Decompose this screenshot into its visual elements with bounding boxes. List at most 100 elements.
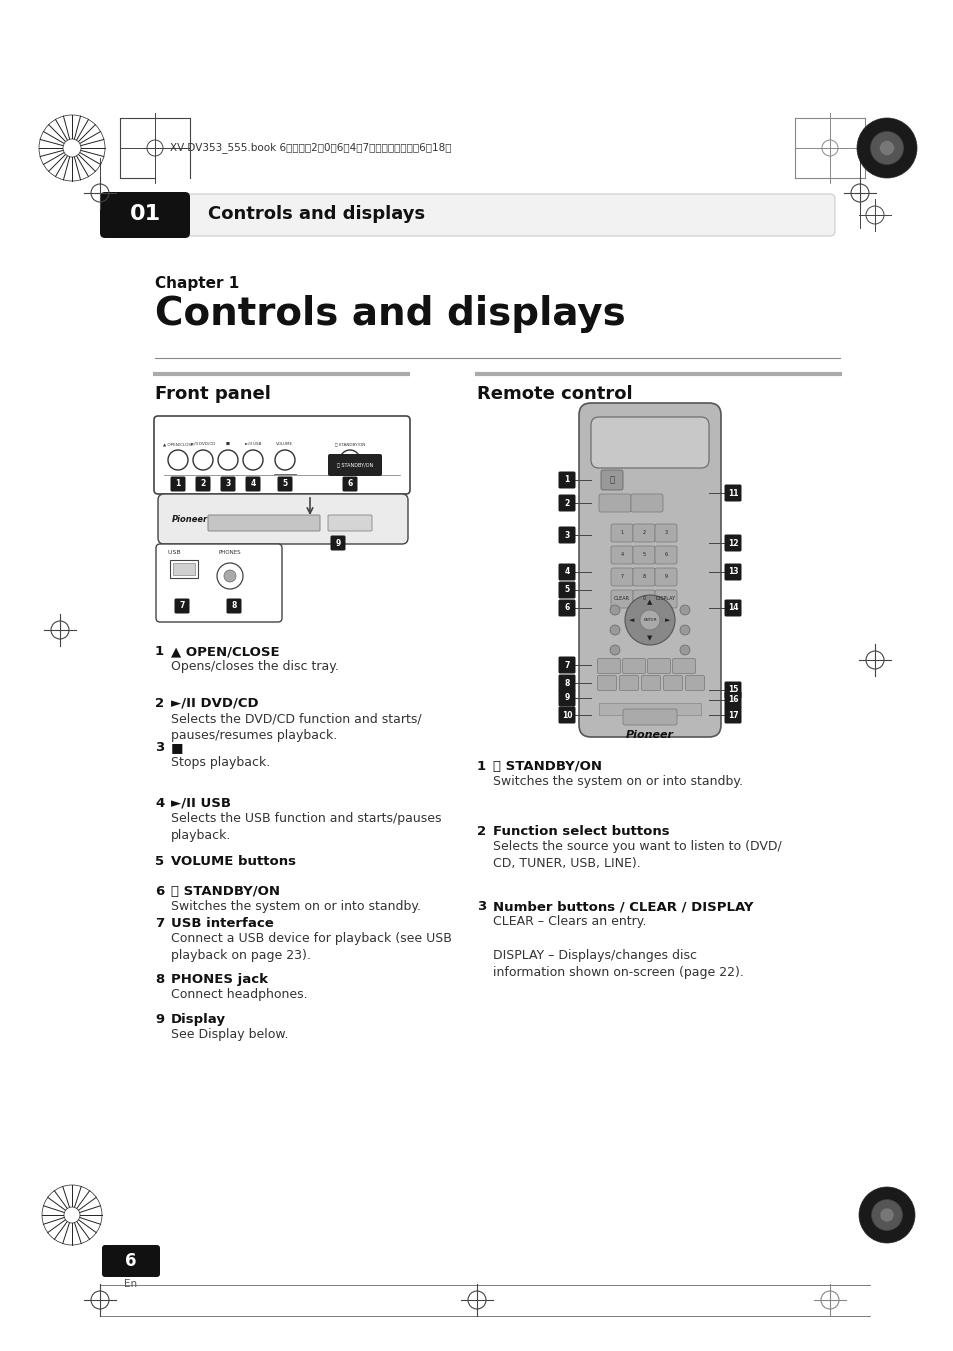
Circle shape	[224, 570, 235, 582]
FancyBboxPatch shape	[598, 494, 630, 512]
FancyBboxPatch shape	[640, 676, 659, 690]
FancyBboxPatch shape	[277, 477, 293, 492]
Text: Connect headphones.: Connect headphones.	[171, 988, 307, 1001]
FancyBboxPatch shape	[655, 546, 677, 563]
Circle shape	[64, 1206, 80, 1223]
FancyBboxPatch shape	[610, 546, 633, 563]
FancyBboxPatch shape	[342, 477, 357, 492]
FancyBboxPatch shape	[558, 707, 575, 724]
FancyBboxPatch shape	[672, 658, 695, 674]
FancyBboxPatch shape	[171, 477, 185, 492]
Text: 9: 9	[564, 693, 569, 703]
Text: 6: 6	[564, 604, 569, 612]
FancyBboxPatch shape	[622, 709, 677, 725]
Text: Stops playback.: Stops playback.	[171, 757, 270, 769]
FancyBboxPatch shape	[723, 563, 740, 581]
Text: ⏻ STANDBY/ON: ⏻ STANDBY/ON	[336, 462, 373, 467]
Text: 1: 1	[619, 531, 623, 535]
Text: ⏻ STANDBY/ON: ⏻ STANDBY/ON	[335, 442, 365, 446]
Text: 1: 1	[154, 644, 164, 658]
Text: USB: USB	[168, 550, 185, 555]
Text: Pioneer: Pioneer	[625, 730, 673, 740]
Text: See Display below.: See Display below.	[171, 1028, 288, 1042]
FancyBboxPatch shape	[723, 485, 740, 501]
Text: USB interface: USB interface	[171, 917, 274, 929]
FancyBboxPatch shape	[558, 494, 575, 512]
FancyBboxPatch shape	[100, 192, 190, 238]
FancyBboxPatch shape	[328, 454, 381, 476]
Text: 2: 2	[154, 697, 164, 711]
Text: ▲ OPEN/CLOSE: ▲ OPEN/CLOSE	[171, 644, 279, 658]
Text: 3: 3	[663, 531, 667, 535]
Text: 1: 1	[476, 761, 486, 773]
Text: 8: 8	[641, 574, 645, 580]
Text: 8: 8	[231, 601, 236, 611]
Text: ▼: ▼	[647, 635, 652, 640]
FancyBboxPatch shape	[655, 567, 677, 586]
FancyBboxPatch shape	[610, 567, 633, 586]
Text: PHONES jack: PHONES jack	[171, 973, 268, 986]
Circle shape	[858, 1188, 914, 1243]
FancyBboxPatch shape	[633, 546, 655, 563]
Text: Opens/closes the disc tray.: Opens/closes the disc tray.	[171, 661, 338, 673]
FancyBboxPatch shape	[185, 195, 834, 236]
Text: VOLUME: VOLUME	[276, 442, 294, 446]
Text: DISPLAY: DISPLAY	[656, 597, 676, 601]
Text: Chapter 1: Chapter 1	[154, 276, 239, 290]
Text: 9: 9	[154, 1013, 164, 1025]
Circle shape	[63, 139, 81, 157]
FancyBboxPatch shape	[208, 515, 319, 531]
Text: 5: 5	[282, 480, 287, 489]
Text: Display: Display	[171, 1013, 226, 1025]
Text: Switches the system on or into standby.: Switches the system on or into standby.	[493, 775, 742, 788]
Text: ►/II DVD/CD: ►/II DVD/CD	[191, 442, 215, 446]
Circle shape	[879, 1208, 893, 1223]
Text: 3: 3	[225, 480, 231, 489]
Text: 01: 01	[130, 204, 160, 224]
Text: 2: 2	[641, 531, 645, 535]
Text: Switches the system on or into standby.: Switches the system on or into standby.	[171, 900, 420, 913]
Text: ENTER: ENTER	[642, 617, 656, 621]
Text: 13: 13	[727, 567, 738, 577]
Text: 1: 1	[564, 476, 569, 485]
Text: Connect a USB device for playback (see USB
playback on page 23).: Connect a USB device for playback (see U…	[171, 932, 452, 962]
FancyBboxPatch shape	[600, 470, 622, 490]
FancyBboxPatch shape	[723, 535, 740, 551]
FancyBboxPatch shape	[558, 600, 575, 616]
Text: 9: 9	[664, 574, 667, 580]
Text: 11: 11	[727, 489, 738, 497]
Text: Number buttons / CLEAR / DISPLAY: Number buttons / CLEAR / DISPLAY	[493, 900, 753, 913]
FancyBboxPatch shape	[153, 416, 410, 494]
FancyBboxPatch shape	[723, 707, 740, 724]
Text: 4: 4	[619, 553, 623, 558]
FancyBboxPatch shape	[102, 1246, 160, 1277]
FancyBboxPatch shape	[633, 567, 655, 586]
FancyBboxPatch shape	[662, 676, 681, 690]
Text: 4: 4	[250, 480, 255, 489]
Text: 14: 14	[727, 604, 738, 612]
FancyBboxPatch shape	[633, 524, 655, 542]
Text: 10: 10	[561, 711, 572, 720]
Circle shape	[679, 644, 689, 655]
FancyBboxPatch shape	[174, 598, 190, 613]
Circle shape	[679, 605, 689, 615]
Text: En: En	[124, 1279, 137, 1289]
Text: XV-DV353_555.book 6ページ　2　0　6年4月7日　金曜日　午後6時18分: XV-DV353_555.book 6ページ 2 0 6年4月7日 金曜日 午後…	[170, 143, 451, 154]
Circle shape	[879, 141, 894, 155]
Text: 1: 1	[175, 480, 180, 489]
Text: Pioneer: Pioneer	[172, 515, 208, 523]
Text: Selects the source you want to listen to (DVD/
CD, TUNER, USB, LINE).: Selects the source you want to listen to…	[493, 840, 781, 870]
Text: 12: 12	[727, 539, 738, 547]
FancyBboxPatch shape	[245, 477, 260, 492]
Text: Function select buttons: Function select buttons	[493, 825, 669, 838]
Text: 0: 0	[641, 597, 645, 601]
FancyBboxPatch shape	[597, 658, 619, 674]
Text: 6: 6	[347, 480, 353, 489]
Text: ►: ►	[664, 617, 670, 623]
FancyBboxPatch shape	[558, 674, 575, 692]
Text: ►/II DVD/CD: ►/II DVD/CD	[171, 697, 258, 711]
Text: ⏻ STANDBY/ON: ⏻ STANDBY/ON	[171, 885, 280, 898]
FancyBboxPatch shape	[158, 494, 408, 544]
Text: 8: 8	[154, 973, 164, 986]
Text: 5: 5	[564, 585, 569, 594]
